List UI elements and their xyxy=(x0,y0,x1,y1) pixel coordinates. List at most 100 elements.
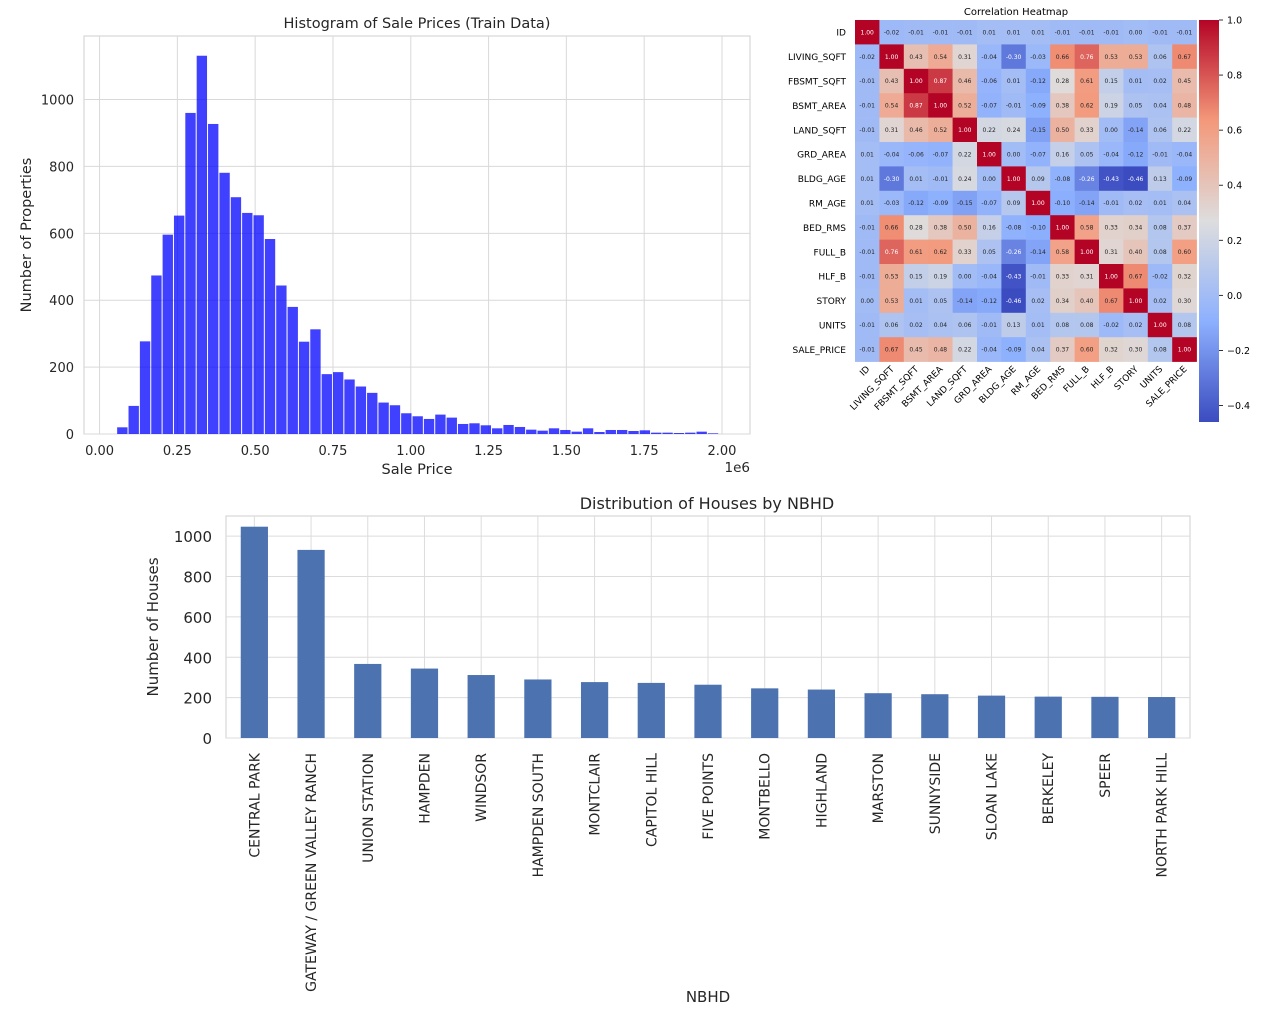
heatmap-cell-value: 0.61 xyxy=(1080,78,1094,85)
heatmap-cell xyxy=(1172,312,1197,338)
nbhd-x-tick-label: MONTCLAIR xyxy=(588,753,604,836)
histogram-bar xyxy=(503,424,514,434)
heatmap-cell xyxy=(1147,264,1173,289)
nbhd-bar xyxy=(297,549,325,738)
heatmap-cell-value: 0.30 xyxy=(1129,347,1143,354)
nbhd-y-tick-label: 600 xyxy=(183,609,212,627)
heatmap-colorbar-ticks: 1.0 0.8 0.6 0.4 0.2 0.0 −0.2 −0.4 xyxy=(1219,16,1250,412)
colorbar-tick-label: −0.2 xyxy=(1227,346,1250,357)
nbhd-bar xyxy=(751,688,779,738)
heatmap-cell xyxy=(928,20,953,45)
heatmap-cell xyxy=(1074,239,1100,265)
heatmap-cell xyxy=(1050,142,1075,167)
heatmap-cell xyxy=(1001,239,1027,265)
histogram-x-tick-label: 1.75 xyxy=(630,444,659,459)
histogram-y-tick-label: 400 xyxy=(49,294,74,309)
heatmap-cell xyxy=(1025,288,1051,314)
histogram-bar xyxy=(355,386,367,434)
histogram-bar xyxy=(287,306,298,434)
heatmap-cell-value: -0.04 xyxy=(981,347,997,354)
heatmap-cell-value: 0.48 xyxy=(1178,103,1192,110)
heatmap-row-label: STORY xyxy=(817,297,847,307)
heatmap-cell xyxy=(1074,20,1100,45)
heatmap-cell-value: 0.05 xyxy=(1129,103,1143,110)
histogram-bar xyxy=(446,417,457,434)
heatmap-cell-value: -0.08 xyxy=(1055,176,1071,183)
heatmap-cell xyxy=(1123,190,1149,216)
heatmap-cell-value: 0.02 xyxy=(1129,322,1143,329)
heatmap-cell xyxy=(1025,312,1051,338)
heatmap-column-label: FULL_B xyxy=(1062,365,1092,395)
heatmap-cell-value: 0.67 xyxy=(1178,54,1192,61)
heatmap-title: Correlation Heatmap xyxy=(964,7,1068,18)
histogram-bar xyxy=(673,432,685,434)
histogram-bar xyxy=(423,418,435,434)
heatmap-cell-value: -0.04 xyxy=(1177,151,1193,158)
heatmap-cell xyxy=(1050,190,1075,216)
heatmap-cell xyxy=(903,312,929,338)
heatmap-cell-value: 0.05 xyxy=(934,298,948,305)
heatmap-cell-value: 0.38 xyxy=(1056,103,1070,110)
histogram-title: Histogram of Sale Prices (Train Data) xyxy=(284,16,551,32)
histogram-bar xyxy=(651,432,662,434)
heatmap-cell-value: -0.12 xyxy=(1128,151,1144,158)
heatmap-cell-value: 0.31 xyxy=(958,54,972,61)
heatmap-row-labels: ID LIVING_SQFT FBSMT_SQFT BSMT_AREA LAND_SQF… xyxy=(788,29,847,356)
nbhd-x-tick-label: CENTRAL PARK xyxy=(247,752,263,857)
heatmap-cell xyxy=(1172,288,1197,314)
heatmap-row-label: LIVING_SQFT xyxy=(788,53,847,63)
heatmap-cell-value: 0.58 xyxy=(1056,249,1070,256)
heatmap-cell-value: 0.00 xyxy=(958,273,972,280)
heatmap-cell xyxy=(1099,288,1124,314)
heatmap-cell-value: 0.66 xyxy=(1056,54,1070,61)
heatmap-cell-value: 0.22 xyxy=(1178,127,1192,134)
histogram-x-tick-label: 0.25 xyxy=(163,444,192,459)
histogram-bar xyxy=(662,432,673,434)
heatmap-cell-value: 0.53 xyxy=(885,273,899,280)
colorbar-tick-label: 0.4 xyxy=(1227,181,1242,192)
heatmap-cell-value: 0.62 xyxy=(934,249,948,256)
heatmap-cell xyxy=(879,166,905,192)
heatmap-cell-value: -0.26 xyxy=(1006,249,1022,256)
heatmap-cell-value: -0.09 xyxy=(933,200,949,207)
heatmap-cell xyxy=(952,239,978,265)
heatmap-cell xyxy=(928,117,953,143)
histogram-bar xyxy=(230,197,242,434)
histogram-bar xyxy=(469,423,480,434)
heatmap-cell-value: -0.07 xyxy=(981,103,997,110)
histogram-bar xyxy=(514,426,526,434)
heatmap-cell-value: 0.43 xyxy=(885,78,899,85)
heatmap-cell-value: 0.31 xyxy=(1080,273,1094,280)
heatmap-cell-value: 0.01 xyxy=(1129,78,1143,85)
heatmap-cell-value: -0.10 xyxy=(1055,200,1071,207)
heatmap-cell xyxy=(1147,166,1173,192)
heatmap-cell-value: 0.05 xyxy=(1080,151,1094,158)
heatmap-cell-value: -0.15 xyxy=(957,200,973,207)
heatmap-cell-value: 0.02 xyxy=(909,322,923,329)
histogram-x-axis-label: Sale Price xyxy=(381,462,452,478)
heatmap-cell-value: 0.60 xyxy=(1178,249,1192,256)
histogram-bar xyxy=(696,431,707,434)
heatmap-cell-value: 0.04 xyxy=(1178,200,1192,207)
histogram-bar xyxy=(594,431,605,434)
nbhd-x-tick-label: SPEER xyxy=(1098,753,1114,798)
heatmap-cell xyxy=(1123,142,1149,167)
heatmap-cell xyxy=(1172,337,1197,362)
heatmap-cell-value: -0.01 xyxy=(1103,200,1119,207)
heatmap-cell-value: 0.00 xyxy=(861,298,875,305)
heatmap-cell-value: 0.50 xyxy=(1056,127,1070,134)
heatmap-cell xyxy=(855,68,880,94)
heatmap-cell xyxy=(1147,337,1173,362)
heatmap-cell-value: -0.02 xyxy=(1103,322,1119,329)
heatmap-cell xyxy=(855,312,880,338)
histogram-bar xyxy=(173,215,185,434)
histogram-x-tick-label: 1.00 xyxy=(396,444,425,459)
heatmap-cell-value: -0.01 xyxy=(859,322,875,329)
heatmap-cell xyxy=(1001,93,1027,118)
heatmap-cell xyxy=(1123,93,1149,118)
heatmap-cell xyxy=(1074,215,1100,240)
heatmap-cell xyxy=(952,44,978,70)
heatmap-cell-value: 0.33 xyxy=(1080,127,1094,134)
histogram-bar xyxy=(616,429,628,434)
heatmap-cell-value: 0.01 xyxy=(1007,78,1021,85)
